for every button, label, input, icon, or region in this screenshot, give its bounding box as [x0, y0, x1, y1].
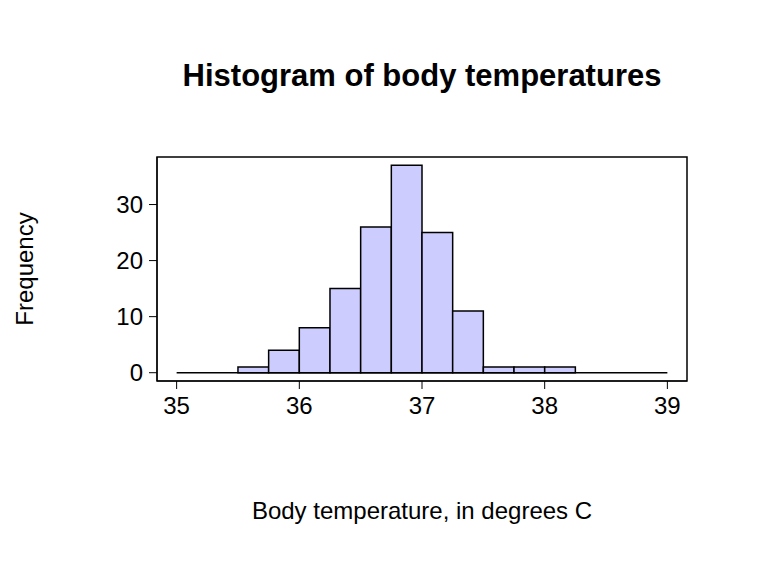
svg-text:38: 38 [531, 392, 558, 419]
svg-text:20: 20 [116, 247, 143, 274]
html-text:Histogram of body temperatures: Histogram of body temperatures [182, 58, 662, 93]
svg-text:39: 39 [654, 392, 681, 419]
svg-text:10: 10 [116, 303, 143, 330]
svg-text:37: 37 [409, 392, 436, 419]
svg-text:0: 0 [130, 359, 143, 386]
svg-text:30: 30 [116, 191, 143, 218]
svg-text:35: 35 [163, 392, 190, 419]
html-text:Body temperature, in degrees C: Body temperature, in degrees C [251, 497, 593, 524]
svg-text:36: 36 [286, 392, 313, 419]
html-text:Frequency: Frequency [11, 212, 38, 326]
